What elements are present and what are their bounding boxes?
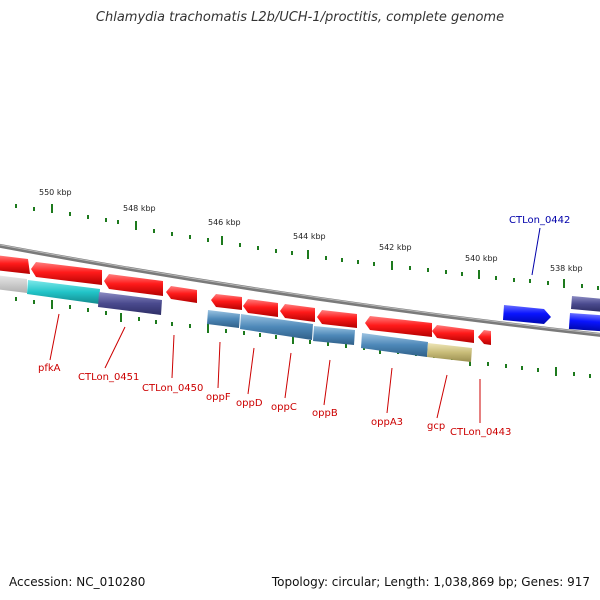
scale-label: 550 kbp [39,188,72,197]
gene-label-oppF[interactable]: oppF [206,392,231,403]
scale-label: 546 kbp [208,218,241,227]
accession-label: Accession: NC_010280 [9,575,146,589]
scale-labels: 550 kbp 548 kbp 546 kbp 544 kbp 542 kbp … [39,188,583,273]
gene-arrow-CTLon_0451[interactable] [104,274,163,296]
cog-block-oppD-oppC [240,314,313,340]
topology-label: Topology: circular; Length: 1,038,869 bp… [271,575,590,589]
gene-arrow-oppC[interactable] [280,304,315,322]
gene-label-oppB[interactable]: oppB [312,408,338,419]
gene-arrow-CTLon_0442[interactable] [503,305,551,324]
cog-block-CTLon_0451 [98,292,162,315]
cog-block-oppA3 [361,333,428,357]
gene-label-CTLon_0442[interactable]: CTLon_0442 [509,215,570,226]
scale-label: 548 kbp [123,204,156,213]
gene-arrow-gcp[interactable] [432,325,474,343]
gene-arrow-oppA3[interactable] [365,316,432,337]
gene-labels: pfkA CTLon_0451 CTLon_0450 oppF oppD opp… [38,215,570,438]
gene-label-gcp[interactable]: gcp [427,421,445,432]
reverse-strand-genes [0,255,491,345]
gene-label-pfkA[interactable]: pfkA [38,363,61,374]
gene-arrow-oppB[interactable] [317,310,357,328]
gene-label-oppA3[interactable]: oppA3 [371,417,403,428]
cog-block-right-navy [571,296,600,312]
cog-block-gcp [427,343,472,362]
scale-track-upper [15,204,599,290]
cog-block-pfkA [27,280,100,304]
gene-arrow-CTLon_0443[interactable] [478,330,491,345]
scale-label: 542 kbp [379,243,412,252]
gene-label-CTLon_0443[interactable]: CTLon_0443 [450,427,511,438]
gene-arrow-oppD[interactable] [243,299,278,317]
cog-block-oppF [207,310,240,328]
gene-label-CTLon_0450[interactable]: CTLon_0450 [142,383,203,394]
gene-label-oppD[interactable]: oppD [236,398,263,409]
gene-block-right-blue[interactable] [568,313,600,332]
scale-label: 538 kbp [550,264,583,273]
scale-label: 544 kbp [293,232,326,241]
cog-block-grey [0,275,27,293]
genome-backbone [0,243,600,337]
gene-arrow-pfkA[interactable] [31,262,102,285]
scale-label: 540 kbp [465,254,498,263]
gene-arrow-leftmost[interactable] [0,255,30,274]
genome-backbone-highlight [0,244,600,335]
map-title: Chlamydia trachomatis L2b/UCH-1/proctiti… [95,10,505,25]
cog-category-track [0,275,600,362]
gene-label-oppC[interactable]: oppC [271,402,297,413]
label-leaders [49,227,541,423]
cog-block-oppB [313,326,355,345]
gene-label-CTLon_0451[interactable]: CTLon_0451 [78,372,139,383]
gene-arrow-oppF[interactable] [211,294,242,310]
gene-arrow-CTLon_0450[interactable] [166,286,197,303]
